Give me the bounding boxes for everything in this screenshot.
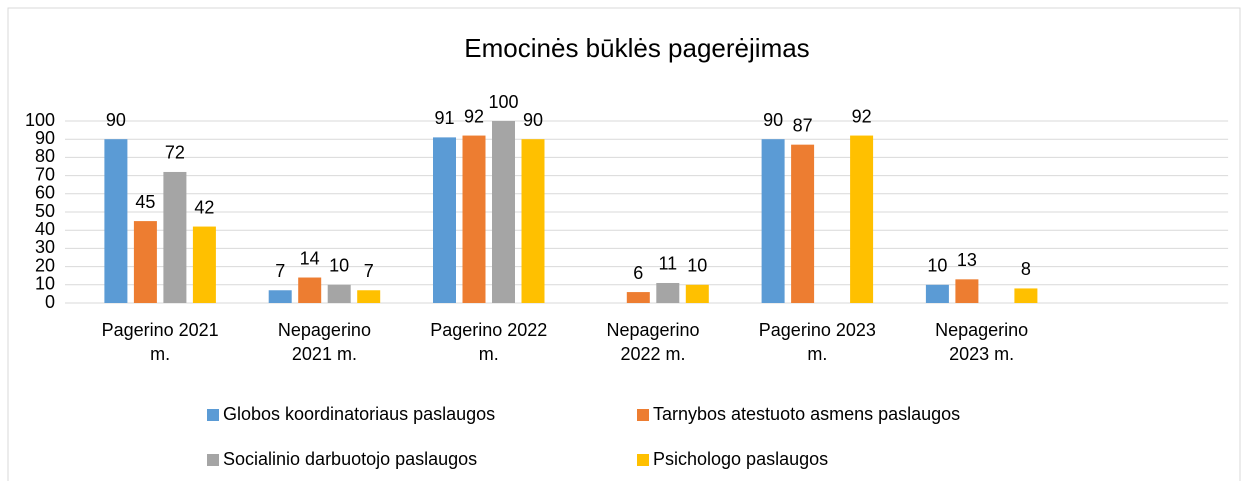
x-tick-label: Pagerino 2023 m. bbox=[758, 320, 876, 364]
bar bbox=[433, 137, 456, 303]
y-tick-label: 20 bbox=[35, 255, 55, 275]
y-tick-label: 90 bbox=[35, 128, 55, 148]
data-label: 11 bbox=[658, 254, 677, 274]
x-tick-label-box: Nepagerino 2023 m. bbox=[935, 320, 1029, 364]
x-tick-label: Nepagerino 2022 m. bbox=[606, 320, 700, 364]
data-label: 72 bbox=[165, 143, 185, 163]
bar bbox=[761, 139, 785, 303]
data-label: 10 bbox=[329, 256, 349, 276]
legend-swatch bbox=[207, 454, 219, 466]
data-label: 6 bbox=[633, 263, 643, 283]
data-label: 45 bbox=[135, 192, 155, 212]
x-tick-label-box: Pagerino 2021 m. bbox=[101, 320, 219, 364]
data-label: 91 bbox=[434, 108, 454, 128]
legend-swatch bbox=[637, 454, 649, 466]
data-label: 90 bbox=[763, 110, 783, 130]
x-tick-label: Pagerino 2021 m. bbox=[101, 320, 219, 364]
bar bbox=[268, 290, 292, 303]
x-tick-label-box: Pagerino 2023 m. bbox=[758, 320, 876, 364]
data-label: 13 bbox=[957, 250, 977, 270]
data-label: 7 bbox=[364, 261, 374, 281]
data-label: 42 bbox=[194, 197, 214, 217]
chart-title: Emocinės būklės pagerėjimas bbox=[464, 33, 809, 63]
x-tick-label: Nepagerino 2021 m. bbox=[277, 320, 371, 364]
bar bbox=[298, 277, 322, 303]
y-tick-label: 10 bbox=[35, 274, 55, 294]
x-tick-label-box: Nepagerino 2021 m. bbox=[277, 320, 371, 364]
bar bbox=[521, 139, 545, 303]
y-tick-label: 100 bbox=[25, 110, 55, 130]
bar bbox=[925, 284, 949, 303]
bar bbox=[163, 171, 187, 303]
y-tick-label: 40 bbox=[35, 219, 55, 239]
data-label: 100 bbox=[488, 92, 518, 112]
legend-label: Socialinio darbuotojo paslaugos bbox=[223, 449, 477, 469]
data-label: 10 bbox=[687, 256, 707, 276]
data-label: 10 bbox=[927, 256, 947, 276]
chart-border bbox=[7, 7, 1241, 481]
bar bbox=[656, 282, 680, 303]
legend-label: Globos koordinatoriaus paslaugos bbox=[223, 404, 495, 424]
x-tick-label: Nepagerino 2023 m. bbox=[935, 320, 1029, 364]
y-tick-label: 0 bbox=[45, 292, 55, 312]
y-tick-label: 80 bbox=[35, 146, 55, 166]
data-label: 8 bbox=[1021, 259, 1031, 279]
bar bbox=[104, 139, 128, 303]
bar bbox=[791, 144, 815, 303]
bar bbox=[626, 292, 650, 303]
x-tick-label-box: Pagerino 2022 m. bbox=[430, 320, 548, 364]
x-tick-label-box: Nepagerino 2022 m. bbox=[606, 320, 700, 364]
bar bbox=[492, 121, 515, 303]
y-tick-label: 50 bbox=[35, 201, 55, 221]
bar bbox=[850, 135, 874, 303]
legend-swatch bbox=[637, 409, 649, 421]
bar bbox=[357, 290, 381, 303]
data-label: 7 bbox=[275, 261, 285, 281]
bar bbox=[955, 279, 979, 303]
y-tick-label: 60 bbox=[35, 183, 55, 203]
bar bbox=[133, 221, 157, 303]
legend-swatch bbox=[207, 409, 219, 421]
data-label: 90 bbox=[523, 110, 543, 130]
data-label: 14 bbox=[300, 248, 320, 268]
bar bbox=[327, 284, 351, 303]
y-tick-label: 70 bbox=[35, 164, 55, 184]
data-label: 90 bbox=[106, 110, 126, 130]
legend-label: Tarnybos atestuoto asmens paslaugos bbox=[653, 404, 960, 424]
x-tick-label: Pagerino 2022 m. bbox=[430, 320, 548, 364]
bar bbox=[1014, 288, 1038, 303]
bar bbox=[462, 135, 486, 303]
data-label: 92 bbox=[852, 106, 872, 126]
bar bbox=[685, 284, 709, 303]
legend-label: Psichologo paslaugos bbox=[653, 449, 828, 469]
data-label: 92 bbox=[464, 106, 484, 126]
data-label: 87 bbox=[793, 115, 813, 135]
y-tick-label: 30 bbox=[35, 237, 55, 257]
bar bbox=[192, 226, 216, 303]
